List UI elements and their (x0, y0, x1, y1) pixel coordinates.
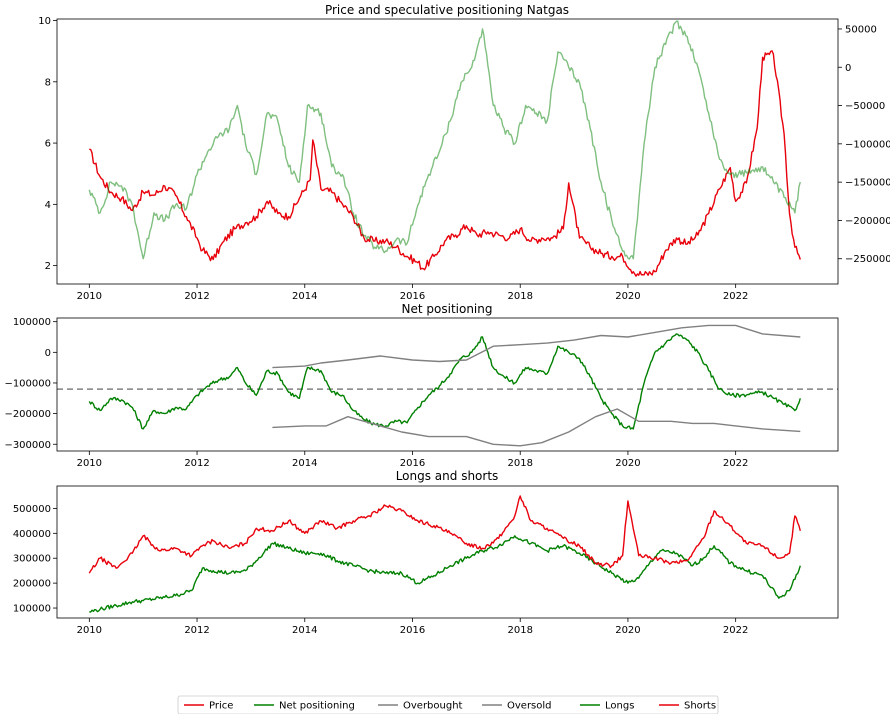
legend-label: Oversold (507, 701, 552, 712)
series-line-overbought (272, 324, 801, 369)
series-line-oversold (272, 408, 801, 447)
legend-label: Longs (605, 701, 634, 712)
y-tick-label: 6 (45, 139, 51, 150)
x-tick-label: 2018 (507, 291, 532, 302)
x-tick-label: 2022 (723, 625, 748, 636)
x-tick-label: 2018 (507, 625, 532, 636)
left-y-axis: 100000 200000 300000 400000 500000 (13, 504, 57, 615)
y-tick-label: 8 (45, 77, 51, 88)
y-tick-label: −100000 (4, 378, 51, 389)
series-line-net-positioning (88, 20, 801, 260)
right-y-axis: 50000 0 −50000 −100000 −150000 −200000 −250000 (838, 24, 890, 265)
right-y-tick-label: −100000 (845, 139, 890, 150)
y-tick-label: −200000 (4, 409, 51, 420)
legend-label: Net positioning (279, 701, 355, 712)
legend-frame (177, 695, 719, 714)
panel-title: Net positioning (402, 302, 493, 316)
legend-label: Overbought (403, 701, 463, 712)
y-tick-label: 400000 (13, 529, 51, 540)
series-line-longs (89, 535, 801, 613)
x-tick-label: 2014 (292, 625, 317, 636)
net-positioning-panel: Net positioning 2010 2012 2014 2016 2018 2020… (4, 302, 839, 469)
x-axis: 2010 2012 2014 2016 2018 2020 2022 (77, 618, 748, 636)
x-tick-label: 2014 (292, 458, 317, 469)
series-line-price (89, 50, 801, 277)
series-layer (57, 324, 838, 447)
y-tick-label: 500000 (13, 504, 51, 515)
y-tick-label: 2 (45, 261, 51, 272)
y-tick-label: 200000 (13, 579, 51, 590)
x-tick-label: 2016 (400, 458, 425, 469)
y-tick-label: 300000 (13, 554, 51, 565)
right-y-tick-label: −200000 (845, 216, 890, 227)
x-tick-label: 2012 (184, 291, 209, 302)
x-tick-label: 2012 (184, 458, 209, 469)
x-tick-label: 2018 (507, 458, 532, 469)
right-y-tick-label: −250000 (845, 254, 890, 265)
x-axis: 2010 2012 2014 2016 2018 2020 2022 (77, 451, 748, 469)
plot-frame (56, 18, 839, 285)
series-line-net-positioning (88, 333, 801, 430)
panel-title: Longs and shorts (396, 469, 499, 483)
series-line-shorts (88, 495, 801, 574)
x-tick-label: 2010 (77, 291, 102, 302)
y-tick-label: 0 (45, 348, 51, 359)
right-y-tick-label: −50000 (845, 101, 885, 112)
left-y-axis: 100000 0 −100000 −200000 −300000 (4, 317, 57, 451)
x-tick-label: 2010 (77, 458, 102, 469)
legend-label: Shorts (684, 701, 716, 712)
x-tick-label: 2010 (77, 625, 102, 636)
x-tick-label: 2020 (615, 291, 640, 302)
x-tick-label: 2022 (723, 291, 748, 302)
panel-title: Price and speculative positioning Natgas (325, 3, 569, 17)
price-positioning-panel: Price and speculative positioning Natgas… (38, 3, 890, 302)
plot-frame (56, 317, 839, 452)
y-tick-label: −300000 (4, 440, 51, 451)
right-y-tick-label: 0 (845, 63, 851, 74)
x-tick-label: 2012 (184, 625, 209, 636)
right-y-tick-label: 50000 (845, 24, 877, 35)
plot-frame (56, 485, 839, 619)
y-tick-label: 4 (45, 200, 51, 211)
x-tick-label: 2014 (292, 291, 317, 302)
series-layer (88, 495, 801, 613)
y-tick-label: 100000 (13, 317, 51, 328)
y-tick-label: 10 (38, 16, 51, 27)
longs-shorts-panel: Longs and shorts 2010 2012 2014 2016 2018 202… (13, 469, 839, 636)
series-layer (88, 20, 801, 277)
legend: Price Net positioning Overbought Oversold Lo… (177, 695, 719, 714)
x-tick-label: 2020 (615, 625, 640, 636)
x-tick-label: 2022 (723, 458, 748, 469)
legend-label: Price (209, 701, 233, 712)
y-tick-label: 100000 (13, 604, 51, 615)
left-y-axis: 2 4 6 8 10 (38, 16, 57, 272)
x-tick-label: 2020 (615, 458, 640, 469)
x-tick-label: 2016 (400, 625, 425, 636)
x-axis: 2010 2012 2014 2016 2018 2020 2022 (77, 284, 748, 302)
right-y-tick-label: −150000 (845, 178, 890, 189)
x-tick-label: 2016 (400, 291, 425, 302)
